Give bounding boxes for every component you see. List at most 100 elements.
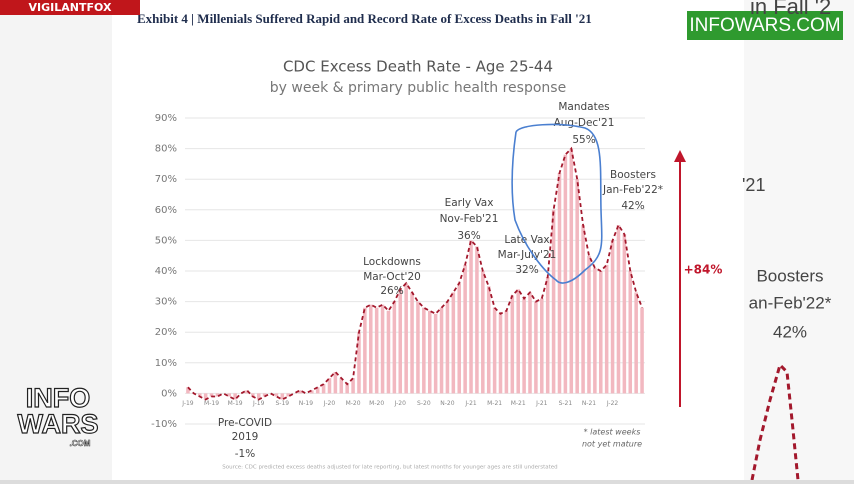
bar [616, 225, 621, 394]
logo-line: WARS [18, 409, 99, 439]
bar [315, 387, 320, 394]
trend-line [187, 146, 643, 401]
logo-line: INFO [26, 383, 91, 413]
bar [545, 277, 550, 394]
bar [634, 292, 638, 394]
bar [551, 209, 556, 394]
annotation: Jan-Feb'22* [602, 184, 663, 196]
annotation: 42% [621, 200, 644, 212]
source: Source: CDC predicted excess deaths adju… [222, 465, 557, 471]
bar [581, 225, 585, 394]
y-tick-label: 80% [155, 144, 177, 155]
bar [286, 393, 290, 397]
annotation: -1% [235, 448, 255, 460]
zoom-text: '21 [742, 175, 765, 195]
bar [262, 393, 267, 397]
bar [457, 283, 461, 394]
x-tick-label: M-20 [346, 400, 361, 407]
annotation: Mar-Oct'20 [363, 271, 421, 283]
bar [339, 378, 344, 394]
bar [298, 390, 302, 394]
y-tick-label: -10% [151, 419, 177, 430]
y-tick-label: 40% [155, 266, 177, 277]
chart-title: CDC Excess Death Rate - Age 25-44 [283, 58, 553, 76]
annotation: Mandates [558, 101, 609, 113]
x-tick-label: J-20 [394, 400, 407, 407]
footnote: not yet mature [582, 440, 642, 449]
bar [522, 298, 526, 394]
x-tick-label: J-20 [323, 400, 336, 407]
bar [451, 292, 456, 394]
bar [345, 384, 349, 394]
brand-top-left: VIGILANTFOX [29, 1, 112, 14]
bar [469, 240, 473, 394]
y-tick-label: 50% [155, 235, 177, 246]
bar [351, 378, 355, 394]
annotation: Late Vax [504, 234, 549, 246]
bar [433, 313, 438, 394]
change-arrow-head [674, 150, 686, 162]
bar [540, 298, 544, 394]
bar [280, 393, 285, 400]
bar [392, 301, 397, 394]
bar [233, 393, 237, 400]
x-tick-label: J-21 [464, 400, 477, 407]
x-tick-label: M-21 [511, 400, 526, 407]
plot: -10% 0% 10% 20% 30% 40% 50% 60% 70% 80% 90% J-19 M-1… [151, 101, 663, 460]
zoom-texts: in Fall '2 '21 Boosters an-Feb'22* 42% [742, 0, 832, 341]
bar [374, 307, 379, 394]
y-tick-label: 60% [155, 205, 177, 216]
bar [510, 295, 515, 394]
left-panel [0, 0, 112, 480]
y-tick-label: 90% [155, 113, 177, 124]
annotation: 55% [572, 134, 595, 146]
bar [251, 393, 255, 397]
y-tick-label: 70% [155, 174, 177, 185]
bar [587, 255, 591, 394]
zoom-text: in Fall '2 [750, 0, 831, 19]
bar [186, 387, 190, 394]
zoom-text: 42% [773, 322, 807, 341]
bar [569, 148, 574, 394]
annotation: 36% [457, 230, 480, 242]
hand-drawn-circle [511, 123, 603, 284]
bar [640, 307, 644, 394]
annotation: Mar-July'21 [498, 249, 557, 261]
bar [386, 310, 391, 394]
x-tick-label: N-20 [440, 400, 454, 407]
x-tick-label: S-20 [417, 400, 431, 407]
x-tick-label: M-19 [204, 400, 219, 407]
annotation: 2019 [232, 431, 259, 443]
bar [369, 304, 373, 394]
annotation: 26% [380, 285, 403, 297]
zoom-text: an-Feb'22* [749, 293, 832, 312]
brand-box [687, 11, 843, 40]
x-tick-label: M-21 [487, 400, 502, 407]
logo: INFO WARS .COM [17, 383, 99, 449]
change-label: +84% [684, 263, 723, 277]
bar [404, 283, 408, 394]
bar [492, 307, 497, 394]
x-tick-label: J-22 [606, 400, 619, 407]
bar [575, 179, 579, 394]
annotation: Nov-Feb'21 [440, 213, 499, 225]
x-tick-label: S-19 [276, 400, 290, 407]
brand-top-right: INFOWARS.COM [689, 15, 840, 36]
bar [256, 393, 261, 400]
bar [209, 393, 214, 397]
x-tick-label: N-19 [299, 400, 313, 407]
bar [427, 310, 432, 394]
zoom-curve [750, 362, 800, 481]
bar [481, 271, 485, 394]
bar [215, 393, 220, 397]
y-tick-label: 20% [155, 327, 177, 338]
bar [528, 292, 532, 394]
chart-subtitle: by week & primary public health response [270, 80, 566, 96]
bar [622, 234, 627, 394]
x-tick-label: J-19 [181, 400, 194, 407]
bar [534, 301, 538, 394]
bar [333, 371, 338, 394]
bar [410, 292, 414, 394]
bar [445, 301, 450, 394]
